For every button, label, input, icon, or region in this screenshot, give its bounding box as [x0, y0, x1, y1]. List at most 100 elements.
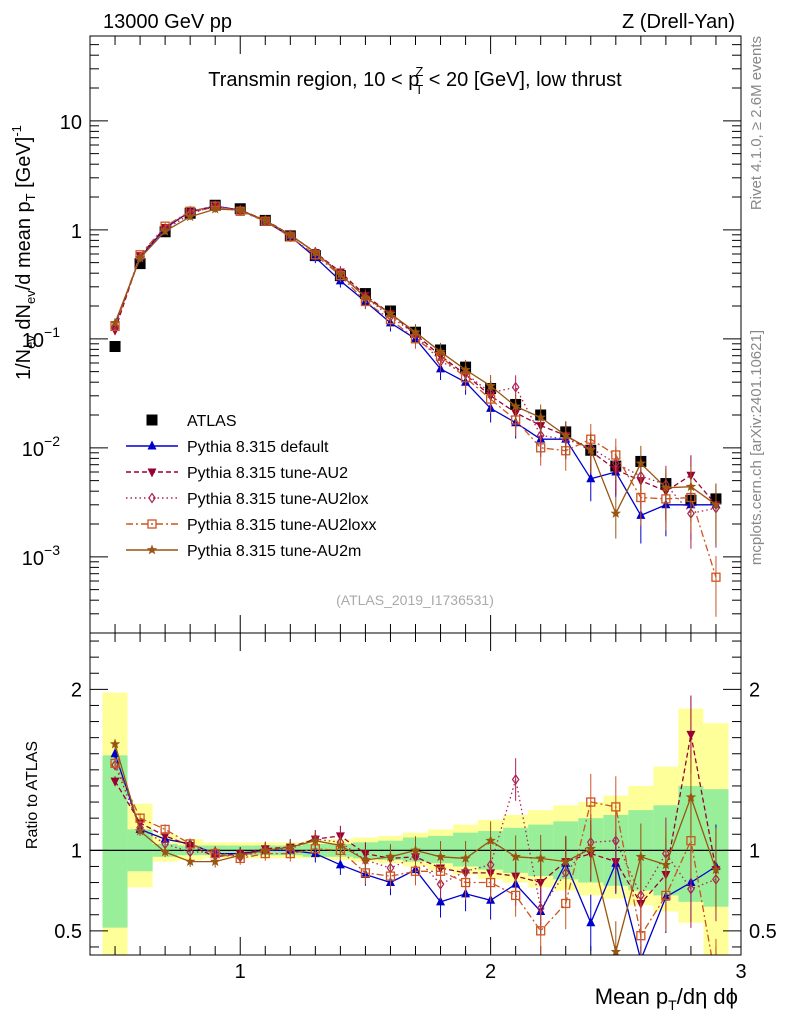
data-point: [134, 252, 146, 263]
data-point: [711, 572, 721, 582]
data-point: [636, 492, 646, 503]
y-tick-base: 10: [60, 112, 82, 134]
ratio-point: [485, 877, 496, 888]
data-point: [159, 225, 171, 236]
ratio-y-tick-label-right: 0.5: [749, 921, 777, 943]
ratio-point: [636, 931, 646, 941]
legend-marker: [146, 544, 158, 555]
ratio-point: [260, 844, 271, 855]
legend-marker: [146, 414, 158, 426]
ratio-point: [110, 777, 120, 787]
ratio-axes: 0.5 0.5 1 1 2 2 1 2 3: [54, 633, 777, 983]
title-part-2: < 20 [GeV], low thrust: [423, 69, 622, 91]
ratio-point: [686, 730, 696, 740]
data-point: [511, 381, 520, 393]
legend-label: Pythia 8.315 default: [187, 439, 329, 456]
data-point: [360, 291, 371, 302]
legend-marker: [147, 468, 157, 478]
legend-label: Pythia 8.315 tune-AU2lox: [187, 491, 368, 508]
y-tick-exp: −2: [44, 433, 60, 449]
ratio-frame: [89, 632, 742, 956]
ratio-x-tick-label: 2: [485, 961, 496, 983]
ratio-y-tick-label-right: 2: [749, 679, 760, 701]
ratio-point: [636, 889, 645, 901]
legend-label: Pythia 8.315 tune-AU2m: [187, 543, 361, 560]
ratio-point: [585, 843, 596, 854]
ratio-point: [561, 898, 571, 909]
legend-entry-atlas: ATLAS: [146, 413, 237, 430]
ylabel-a: 1/N: [13, 349, 35, 380]
title-part-1: Transmin region, 10 < p: [208, 69, 419, 91]
ratio-point: [160, 832, 170, 842]
ratio-point: [460, 877, 471, 888]
ylabel-g: [GeV]: [13, 137, 35, 194]
data-point: [385, 308, 396, 319]
data-point: [109, 341, 121, 353]
data-point: [184, 211, 196, 222]
series-line: [114, 206, 717, 506]
ratio-point: [586, 917, 596, 927]
data-point: [635, 457, 647, 468]
ratio-y-tick-label-right: 1: [749, 840, 760, 862]
y-tick-label: 1: [71, 221, 82, 243]
data-point: [510, 400, 521, 411]
ratio-point: [285, 841, 296, 852]
legend-entry-au2: Pythia 8.315 tune-AU2: [126, 465, 348, 482]
y-tick-base: 10: [22, 330, 44, 352]
header-left: 13000 GeV pp: [103, 11, 232, 33]
y-tick-exp: −1: [44, 324, 60, 340]
data-point: [660, 482, 672, 493]
data-point: [610, 507, 621, 518]
ratio-point: [460, 852, 471, 863]
y-tick-base: 10: [22, 439, 44, 461]
plot-title: Transmin region, 10 < pZ T < 20 [GeV], lo…: [208, 64, 622, 97]
legend-entry-au2m: Pythia 8.315 tune-AU2m: [126, 543, 361, 560]
title-sup-z: Z: [415, 64, 423, 79]
y-tick-base: 1: [71, 221, 82, 243]
data-point: [435, 346, 446, 357]
ratio-point: [436, 896, 446, 906]
series-atlas: [109, 199, 722, 506]
legend-label: Pythia 8.315 tune-AU2: [187, 465, 348, 482]
ratio-x-tick-label: 1: [235, 961, 246, 983]
ratio-point: [511, 773, 520, 786]
ratio-x-tick-label: 3: [735, 961, 746, 983]
ratio-series: [109, 695, 722, 955]
legend-marker: [148, 492, 156, 504]
ratio-point: [159, 846, 171, 857]
ratio-point: [184, 856, 196, 867]
data-point: [586, 473, 596, 483]
ylabel-e: /d mean p: [13, 201, 35, 290]
ratio-point: [410, 866, 421, 876]
data-point: [685, 481, 697, 492]
ratio-point: [134, 825, 146, 836]
header-right: Z (Drell-Yan): [622, 11, 735, 33]
ratio-point: [536, 926, 546, 936]
ratio-point: [536, 879, 546, 889]
ratio-point: [410, 844, 421, 855]
data-point: [134, 258, 146, 270]
data-point: [310, 246, 321, 257]
y-tick-label: 10−1: [22, 324, 60, 352]
ratio-point: [185, 839, 195, 849]
y-tick-label: 10−2: [22, 433, 60, 461]
xlabel-a: Mean p: [595, 984, 668, 1009]
ratio-point: [435, 851, 446, 862]
legend-marker: [147, 440, 157, 450]
xlabel-b: T: [668, 997, 677, 1013]
data-point: [485, 380, 496, 391]
ratio-point: [335, 840, 346, 850]
data-point: [335, 268, 346, 279]
rivet-label: Rivet 4.1.0, ≥ 2.6M events: [748, 36, 765, 210]
ylabel-b: ev: [23, 335, 38, 349]
data-point: [109, 317, 121, 328]
ratio-bands: [102, 692, 729, 955]
data-point: [460, 364, 471, 375]
y-tick-label: 10−3: [22, 542, 60, 570]
ratio-point: [109, 738, 121, 749]
ratio-xlabel: Mean pT/dη dϕ: [595, 984, 738, 1013]
main-ylabel: 1/Nev dNev/d mean pT [GeV]-1: [9, 125, 38, 380]
legend-entry-default: Pythia 8.315 default: [126, 439, 329, 456]
data-point: [410, 326, 421, 337]
